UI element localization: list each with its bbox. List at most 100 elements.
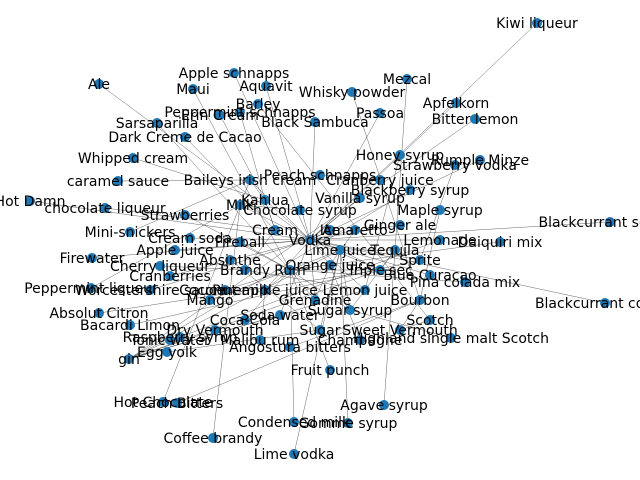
graph-edge: [309, 239, 341, 251]
node-erin-cream: [215, 110, 225, 120]
node-fireball: [235, 237, 245, 247]
node-maple-syrup: [435, 205, 445, 215]
node-barley: [253, 99, 263, 109]
graph-edge: [104, 207, 276, 231]
graph-edge: [169, 239, 311, 277]
node-black-sambuca: [310, 117, 320, 127]
node-bacardi-limon: [125, 320, 135, 330]
node-label-peppermint-schnapps: Peppermint schnapps: [164, 105, 315, 121]
node-label-erin-cream: Erin Cream: [181, 108, 259, 124]
edges-layer: [29, 22, 611, 455]
node-label-bacardi-limon: Bacardi Limon: [80, 318, 180, 334]
node-sarsaparilla: [152, 118, 162, 128]
node-baileys: [245, 175, 255, 185]
node-blue-curacao: [425, 270, 435, 280]
graph-edge: [309, 179, 381, 241]
node-label-cherry-liqueur: Cherry liqueur: [110, 259, 210, 275]
node-hot-chocolate: [158, 397, 168, 407]
graph-edge: [244, 269, 291, 321]
node-label-kiwi-liqueur: Kiwi liqueur: [496, 16, 578, 32]
graph-edge: [309, 121, 316, 241]
node-label-cream: Cream: [252, 223, 298, 239]
node-hot-damn: [25, 196, 35, 206]
graph-edge: [166, 329, 321, 353]
labels-layer: Kiwi liqueur Apple schnapps Mezcal Ale Maui A…: [0, 16, 640, 463]
graph-edge: [209, 269, 291, 301]
graph-edge: [264, 199, 276, 231]
node-coca-cola: [240, 315, 250, 325]
node-egg-yolk: [162, 347, 172, 357]
graph-edge: [289, 269, 316, 301]
graph-edge: [309, 221, 611, 241]
graph-edge: [339, 249, 349, 424]
node-daiquiri-mix: [495, 237, 505, 247]
node-label-blue-curacao: Blue Curacao: [383, 268, 476, 284]
node-rum: [285, 265, 295, 275]
node-label-malibu-rum: Malibu rum: [221, 333, 300, 349]
node-label-blackcurrant-squash: Blackcurrant squash: [539, 215, 640, 231]
graph-edge: [309, 22, 538, 241]
graph-edge: [257, 103, 431, 321]
node-label-apfelkorn: Apfelkorn: [423, 96, 489, 112]
node-gomme-syrup: [343, 418, 353, 428]
node-chocolate-syrup: [295, 205, 305, 215]
node-label-hot-damn: Hot Damn: [0, 194, 65, 210]
node-sugar-syrup: [345, 305, 355, 315]
node-label-sarsaparilla: Sarsaparilla: [116, 116, 199, 132]
graph-edge: [289, 269, 351, 311]
node-triple-sec: [375, 265, 385, 275]
node-label-barley: Barley: [236, 97, 281, 113]
node-label-ginger-ale: Ginger ale: [364, 218, 436, 234]
graph-edge: [309, 239, 431, 276]
graph-edge: [289, 269, 466, 283]
node-label-aquavit: Aquavit: [239, 79, 293, 95]
node-malibu-rum: [255, 335, 265, 345]
node-label-vanilla-syrup: Vanilla syrup: [315, 191, 405, 207]
graph-edge: [244, 229, 276, 271]
node-label-lime-vodka: Lime vodka: [254, 447, 335, 463]
node-cream: [270, 225, 280, 235]
node-label-gomme-syrup: Gomme syrup: [299, 416, 398, 432]
node-chocolate-liqueur: [100, 203, 110, 213]
graph-edge: [239, 204, 301, 211]
graph-edge: [349, 309, 452, 339]
node-milk: [235, 200, 245, 210]
node-label-coffee-brandy: Coffee brandy: [164, 431, 263, 447]
node-label-peppermint-liqueur: Peppermint liqueur: [24, 281, 158, 297]
node-label-mezcal: Mezcal: [383, 72, 431, 88]
node-label-cranberries: Cranberries: [129, 269, 211, 285]
node-whisky-powder: [347, 87, 357, 97]
graph-edge: [314, 264, 331, 301]
node-vanilla-syrup: [355, 193, 365, 203]
node-peppermint-schnapps: [235, 107, 245, 117]
node-champagne: [355, 335, 365, 345]
node-strawberry-vodka: [450, 160, 460, 170]
node-cranberry-juice: [375, 175, 385, 185]
node-label-agave-syrup: Agave syrup: [340, 398, 428, 414]
graph-edge: [383, 249, 396, 406]
node-label-sugar: Sugar: [300, 323, 341, 339]
node-apfelkorn: [451, 98, 461, 108]
node-label-lime-juice: Lime juice: [304, 243, 375, 259]
graph-edge: [364, 154, 401, 291]
node-label-caramel-sauce: caramel sauce: [67, 174, 169, 190]
node-sugar: [315, 325, 325, 335]
node-label-orange-juice: Orange juice: [285, 258, 374, 274]
graph-edge: [179, 239, 441, 338]
node-label-baileys: Baileys irish cream: [184, 173, 317, 189]
node-maui: [188, 84, 198, 94]
node-label-condensed-milk: Condensed milk: [238, 415, 351, 431]
node-coffee-brandy: [208, 433, 218, 443]
node-label-amaretto: Amaretto: [322, 223, 387, 239]
graph-edge: [159, 265, 246, 271]
node-label-peach-bitters: Peach Bitters: [131, 396, 223, 412]
node-lemonade: [435, 235, 445, 245]
node-label-ice: Ice: [320, 223, 340, 239]
node-fruit-punch: [325, 365, 335, 375]
node-orange-juice: [325, 260, 335, 270]
node-blackcurrant-squash: [605, 217, 615, 227]
node-label-brandy: Brandy: [220, 263, 270, 279]
graph-edge: [329, 264, 361, 341]
graph-edge: [339, 249, 381, 271]
